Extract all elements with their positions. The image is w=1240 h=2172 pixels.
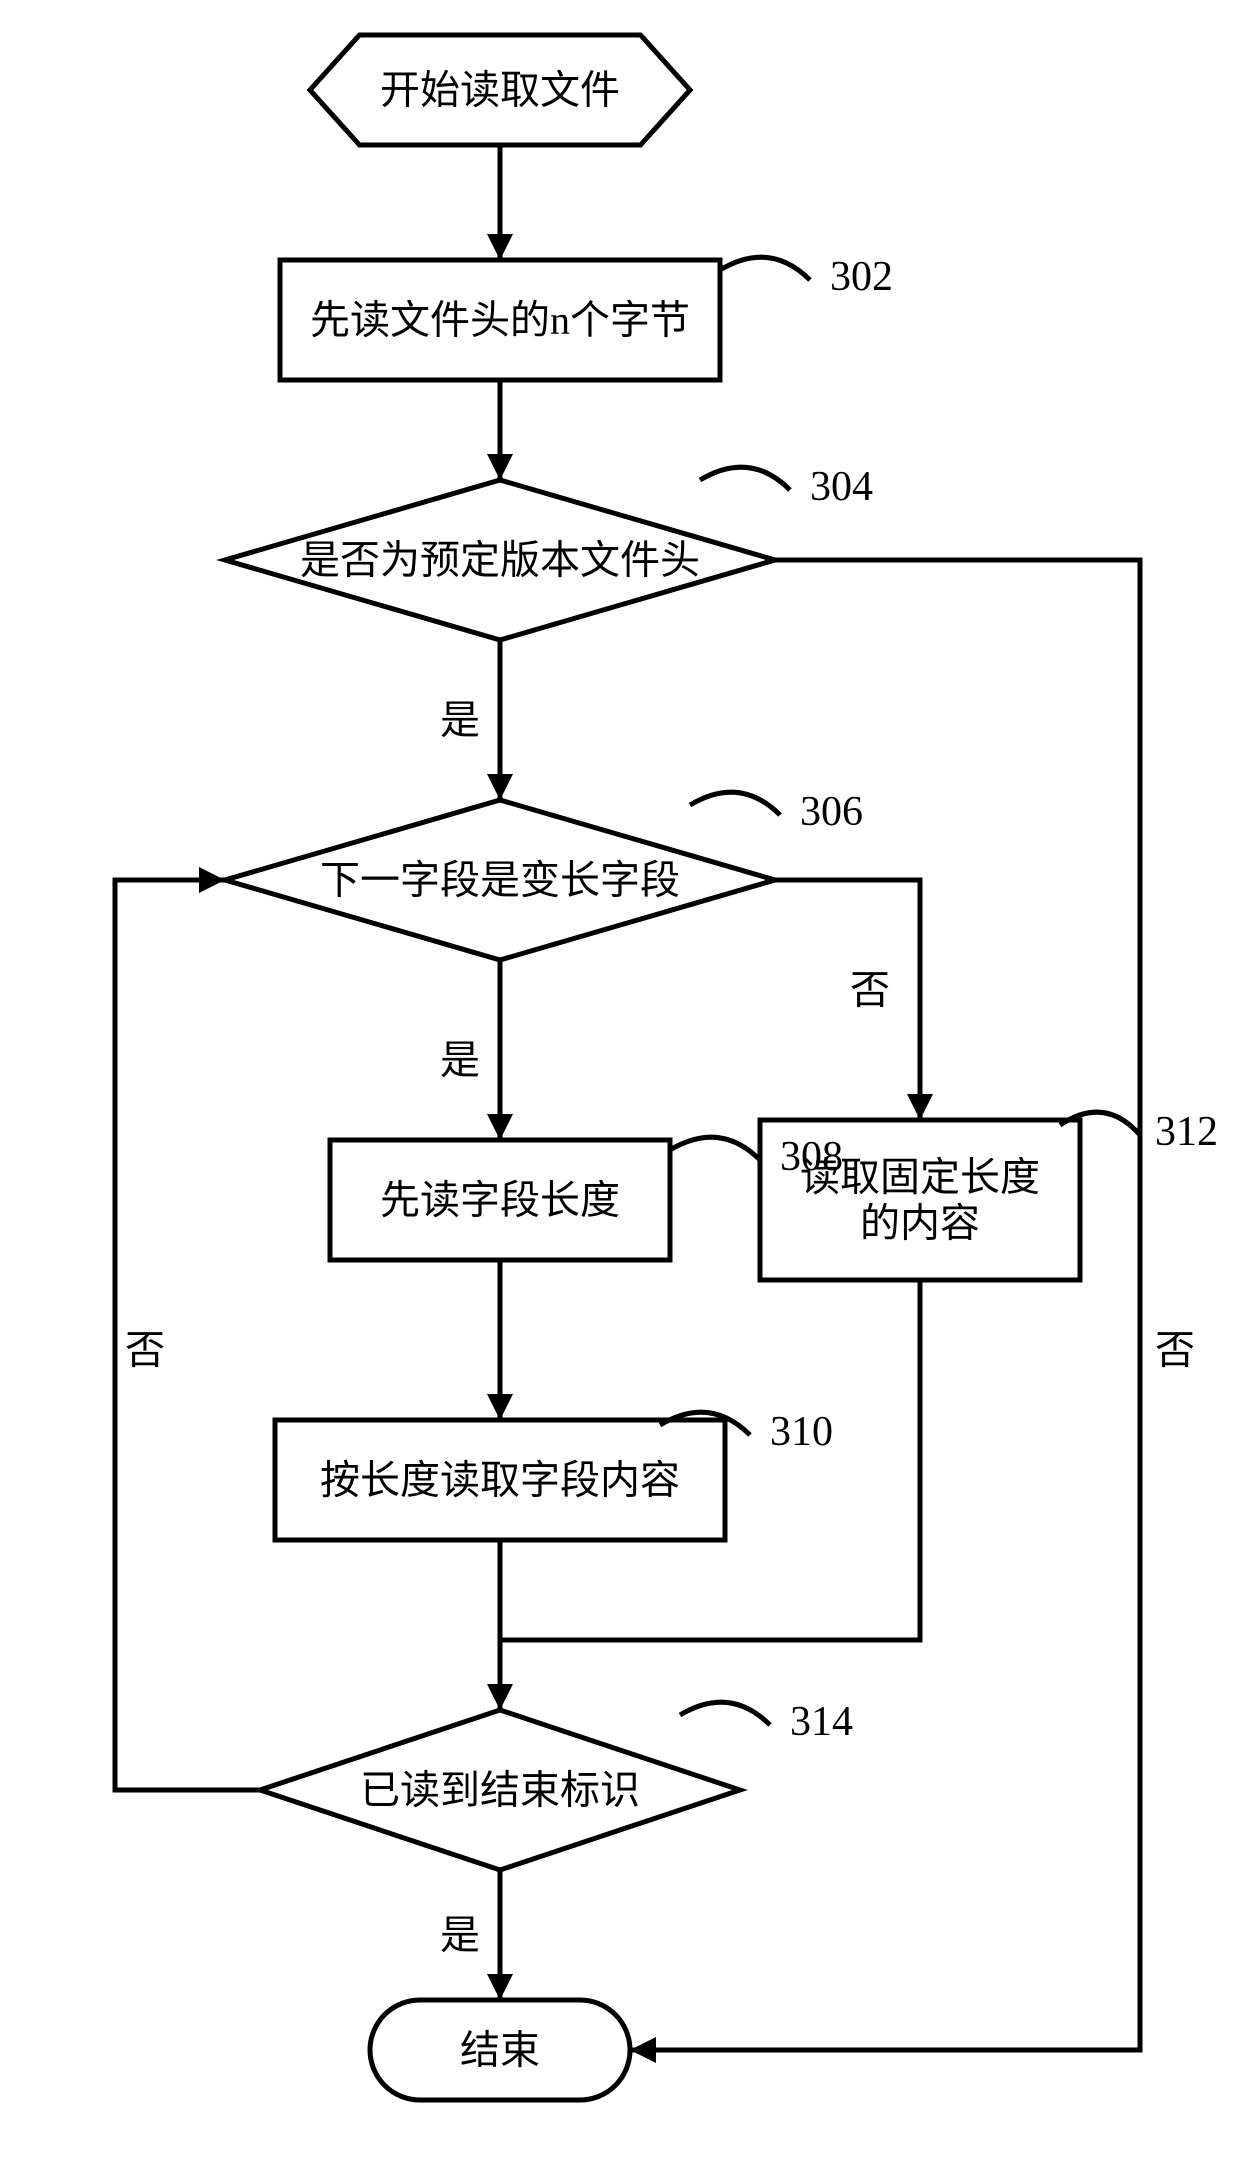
node-text: 按长度读取字段内容 [320, 1458, 680, 1503]
edge-label: 是 [440, 698, 480, 743]
node-n310: 按长度读取字段内容 [275, 1420, 725, 1540]
node-d304: 是否为预定版本文件头 [225, 480, 775, 640]
ref-d304: 304 [810, 464, 873, 510]
ref-n308: 308 [780, 1134, 843, 1180]
node-text: 先读字段长度 [380, 1178, 620, 1223]
node-d306: 下一字段是变长字段 [225, 800, 775, 960]
node-d314: 已读到结束标识 [260, 1710, 740, 1870]
node-text: 结束 [460, 2028, 540, 2073]
edge-label: 是 [440, 1038, 480, 1083]
node-text: 的内容 [860, 1201, 980, 1246]
ref-n310: 310 [770, 1409, 833, 1455]
node-n302: 先读文件头的n个字节 [280, 260, 720, 380]
ref-n302: 302 [830, 254, 893, 300]
node-end: 结束 [370, 2000, 630, 2100]
node-text: 已读到结束标识 [360, 1768, 640, 1813]
edge-label: 否 [1155, 1328, 1195, 1373]
ref-d314: 314 [790, 1699, 853, 1745]
node-text: 开始读取文件 [380, 68, 620, 113]
node-n308: 先读字段长度 [330, 1140, 670, 1260]
node-text: 是否为预定版本文件头 [300, 538, 700, 583]
edge-label: 否 [850, 968, 890, 1013]
node-text: 先读文件头的n个字节 [310, 298, 690, 343]
node-start: 开始读取文件 [310, 35, 690, 145]
node-text: 下一字段是变长字段 [320, 858, 680, 903]
edge-label: 是 [440, 1913, 480, 1958]
ref-n312: 312 [1155, 1109, 1218, 1155]
ref-d306: 306 [800, 789, 863, 835]
flowchart-canvas: 开始读取文件先读文件头的n个字节是否为预定版本文件头下一字段是变长字段先读字段长… [0, 0, 1240, 2172]
edge-label: 否 [125, 1328, 165, 1373]
